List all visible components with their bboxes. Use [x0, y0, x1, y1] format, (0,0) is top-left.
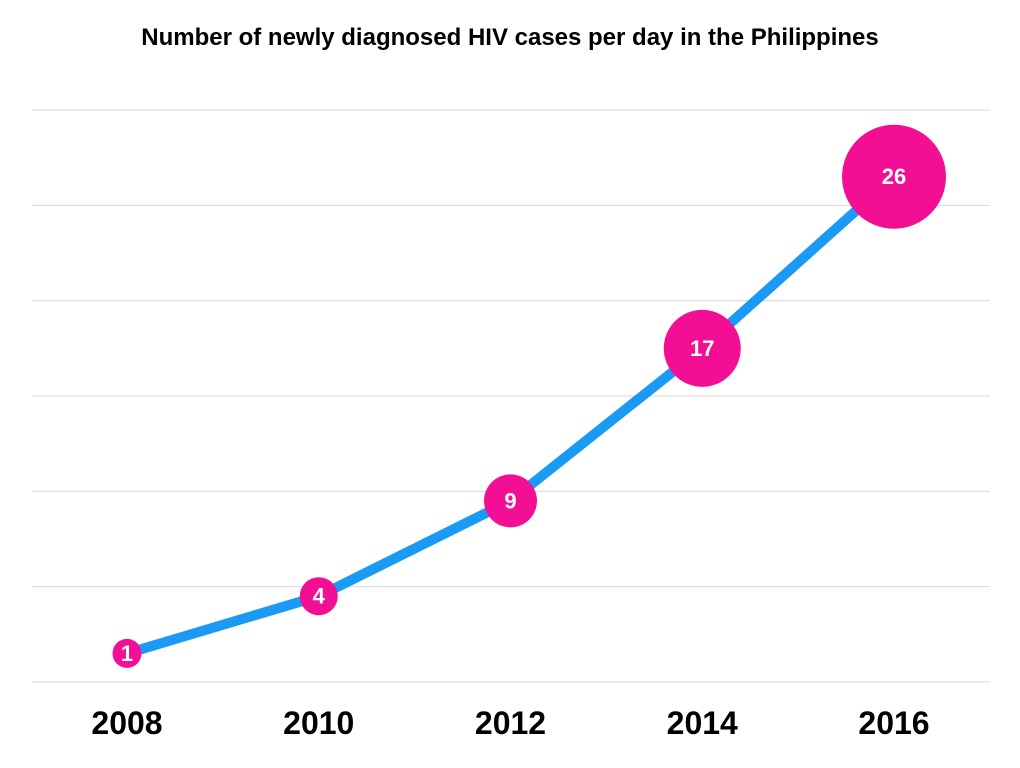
- data-label-2010: 4: [313, 584, 326, 609]
- x-tick-label-2012: 2012: [475, 705, 546, 741]
- data-label-2012: 9: [504, 488, 516, 513]
- x-axis-ticks: 2008 2010 2012 2014 2016: [91, 705, 929, 741]
- line-layer: [122, 171, 899, 659]
- chart-title: Number of newly diagnosed HIV cases per …: [141, 24, 879, 51]
- x-tick-label-2016: 2016: [858, 705, 929, 741]
- data-point-2012: [484, 474, 537, 528]
- data-point-2010: [299, 577, 338, 616]
- data-label-2014: 17: [690, 336, 714, 361]
- data-point-2016: [842, 124, 946, 229]
- marker-layer: 1 4 9 17 26: [112, 124, 946, 668]
- data-point-2008: [112, 638, 142, 668]
- series-line: [122, 171, 899, 659]
- x-tick-label-2008: 2008: [91, 705, 162, 741]
- data-label-2008: 1: [121, 641, 133, 666]
- data-point-2014: [663, 309, 741, 387]
- x-tick-label-2010: 2010: [283, 705, 354, 741]
- data-label-2016: 26: [882, 164, 906, 189]
- x-tick-label-2014: 2014: [667, 705, 738, 741]
- grid-layer: [32, 109, 990, 683]
